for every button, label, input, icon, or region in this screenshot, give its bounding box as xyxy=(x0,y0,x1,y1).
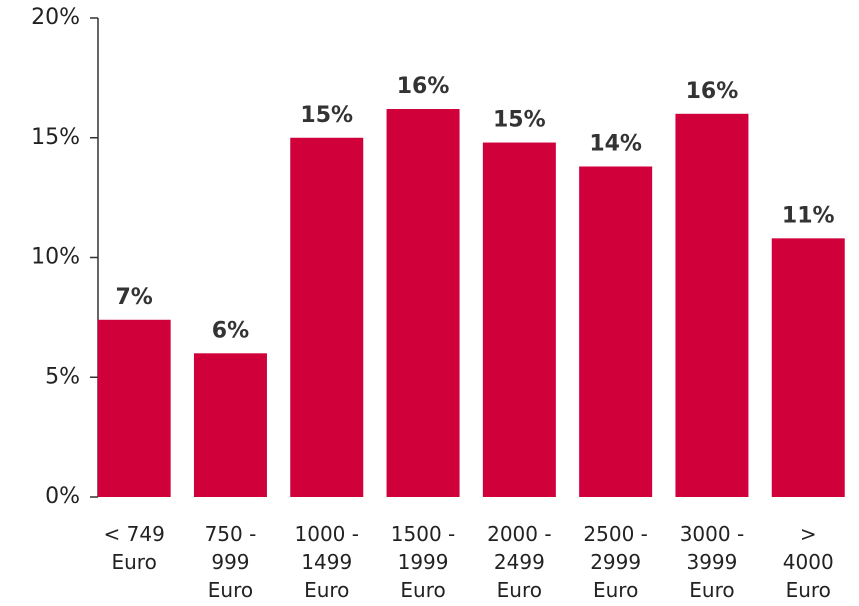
value-label: 6% xyxy=(212,318,249,343)
x-tick-label: 1500 -1999 Euro xyxy=(391,522,455,602)
bar xyxy=(97,319,171,497)
bar xyxy=(193,353,267,497)
bar xyxy=(771,238,845,497)
bar xyxy=(482,142,556,498)
x-tick-label: 1000 -1499 Euro xyxy=(295,522,359,602)
y-tick-label: 20% xyxy=(31,5,80,30)
value-label: 16% xyxy=(686,79,739,104)
y-tick-label: 10% xyxy=(31,245,80,270)
value-label: 14% xyxy=(589,131,642,156)
x-tick-label: 2500 -2999 Euro xyxy=(583,522,647,602)
x-tick-label: < 749 Euro xyxy=(104,522,165,574)
bar xyxy=(386,109,460,497)
x-tick-label: 2000 -2499 Euro xyxy=(487,522,551,602)
y-tick-label: 0% xyxy=(45,484,80,509)
x-tick-label: 750 -999 Euro xyxy=(205,522,257,602)
value-label: 7% xyxy=(115,285,152,310)
value-label: 15% xyxy=(300,103,353,128)
bar xyxy=(675,113,749,498)
value-label: 15% xyxy=(493,108,546,133)
y-tick-label: 5% xyxy=(45,364,80,389)
value-label: 16% xyxy=(397,74,450,99)
bar xyxy=(290,137,364,497)
x-tick-label: >4000 Euro xyxy=(783,522,834,602)
bar xyxy=(579,166,653,498)
value-label: 11% xyxy=(782,203,835,228)
x-tick-label: 3000 -3999 Euro xyxy=(680,522,744,602)
y-tick-label: 15% xyxy=(31,125,80,150)
